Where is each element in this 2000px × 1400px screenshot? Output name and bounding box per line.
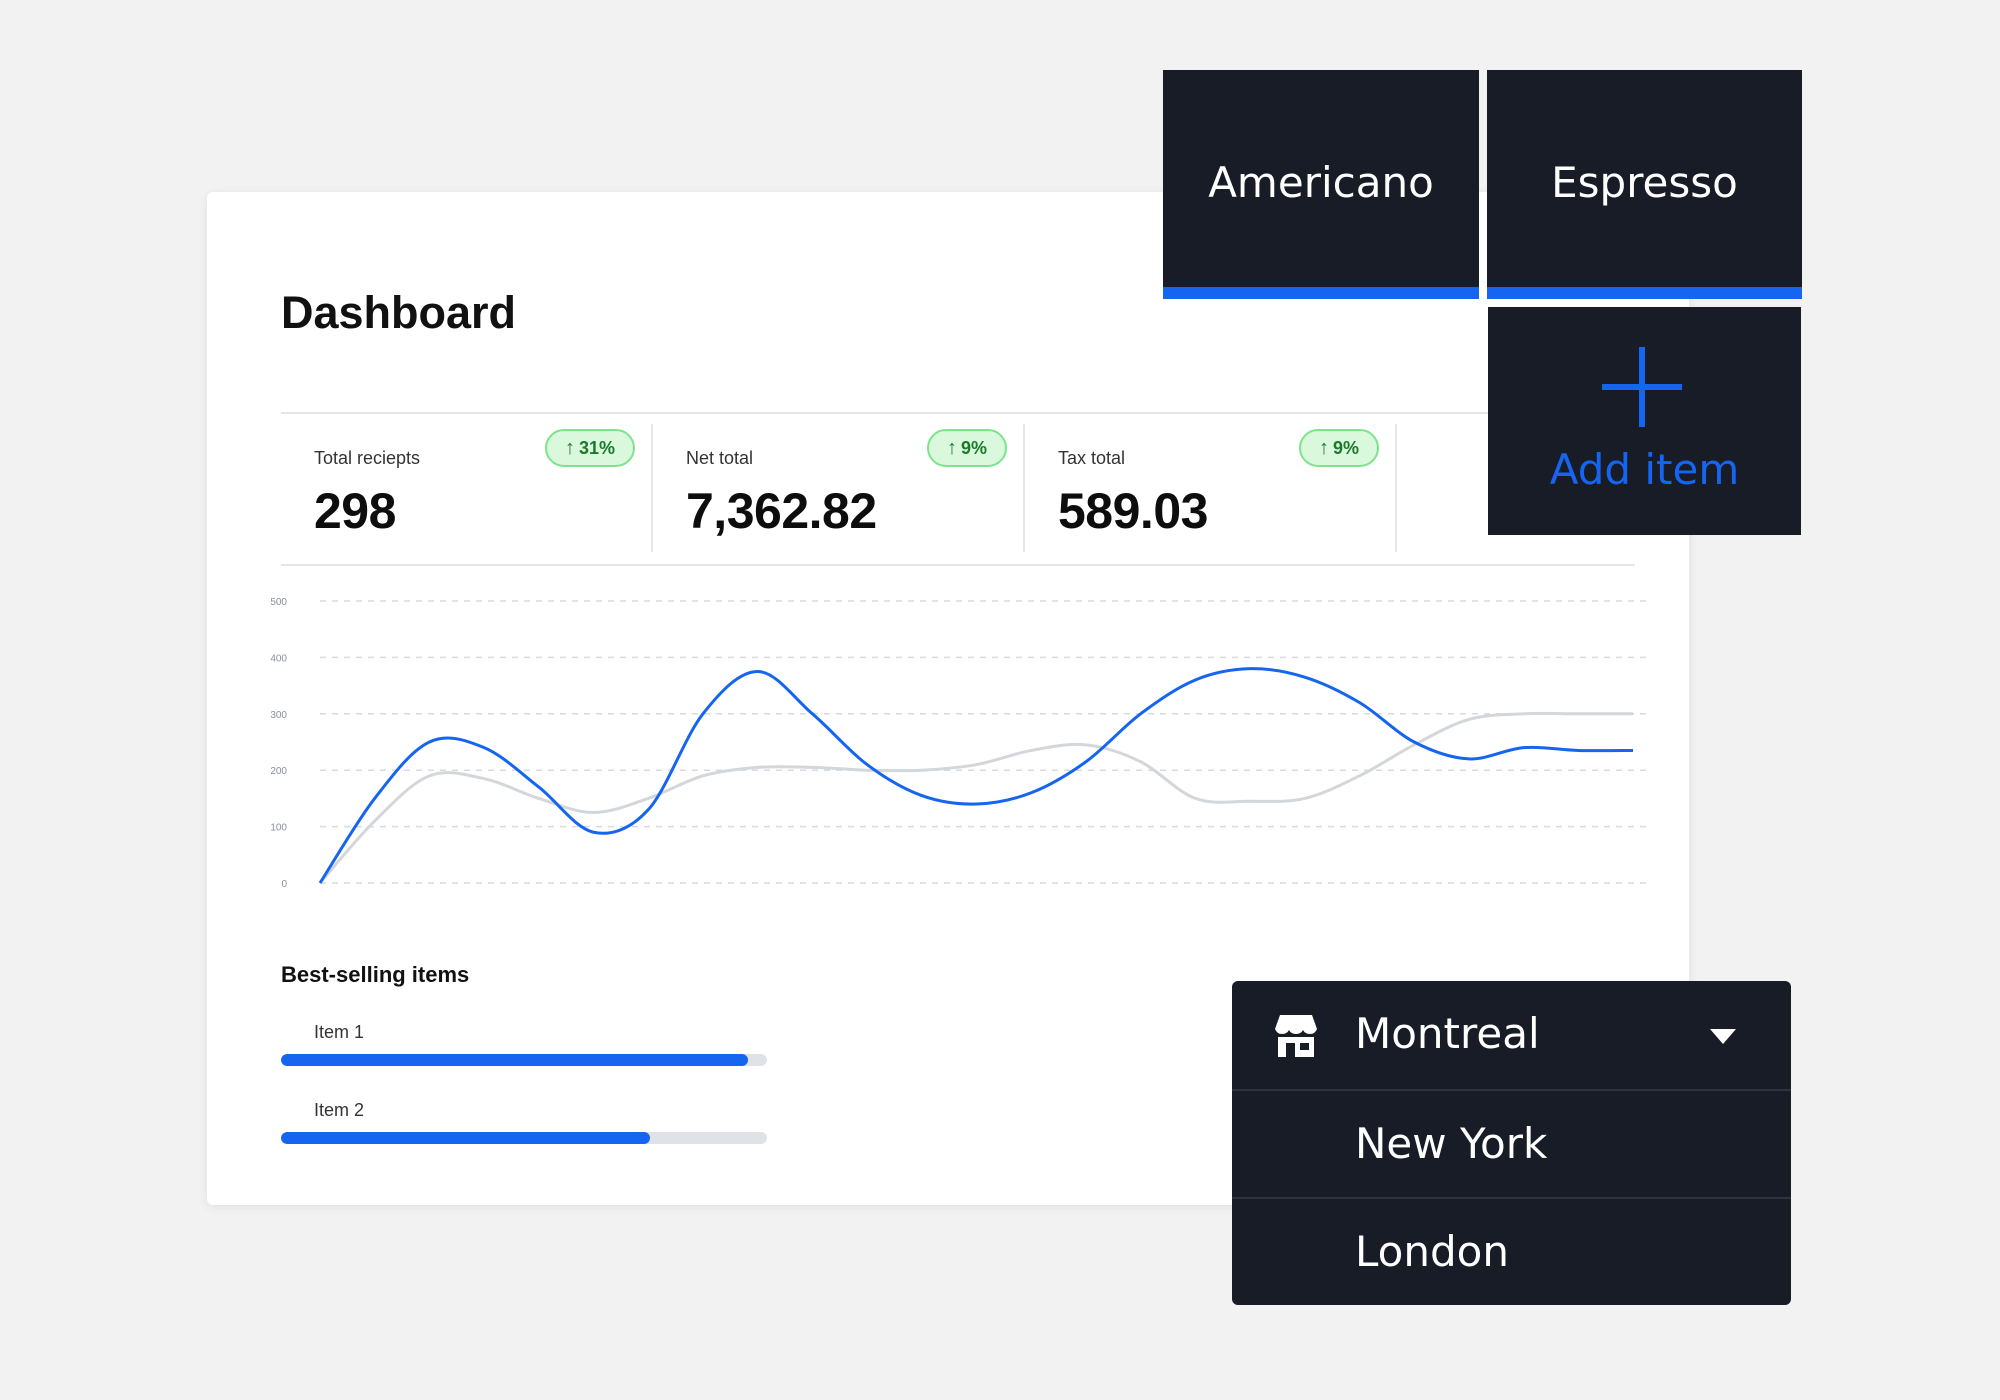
- progress-track: [281, 1132, 767, 1144]
- y-tick-label: 300: [270, 710, 287, 721]
- location-option-london[interactable]: London: [1232, 1197, 1791, 1305]
- plus-icon: [1602, 347, 1682, 427]
- best-selling-item: Item 2: [281, 1100, 767, 1160]
- series-line-comparison: [318, 711, 1633, 884]
- stat-value: 7,362.82: [686, 483, 877, 539]
- stat-value: 298: [314, 483, 396, 539]
- stat-value: 589.03: [1058, 483, 1208, 539]
- stat-label: Net total: [686, 448, 754, 468]
- arrow-up-icon: ↑: [946, 437, 957, 459]
- stat-label: Tax total: [1058, 448, 1126, 468]
- add-item-button[interactable]: Add item: [1488, 307, 1801, 535]
- dashboard-card: Dashboard Total reciepts ↑ 31% 298 Net t…: [207, 192, 1689, 1205]
- location-select[interactable]: Montreal: [1232, 981, 1791, 1089]
- tile-label: Americano: [1208, 158, 1434, 207]
- stat-tax-total: Tax total ↑ 9% 589.03: [1025, 424, 1397, 552]
- option-label: London: [1355, 1227, 1509, 1276]
- series-line-current: [318, 667, 1634, 884]
- caret-down-icon: [1710, 1029, 1736, 1044]
- tile-selected-indicator: [1163, 287, 1479, 299]
- progress-fill: [281, 1132, 651, 1144]
- change-value: 9%: [1332, 437, 1359, 458]
- stats-row: Total reciepts ↑ 31% 298 Net total ↑ 9% …: [281, 412, 1635, 566]
- stat-label: Total reciepts: [314, 448, 421, 468]
- progress-fill: [281, 1054, 748, 1066]
- y-tick-label: 200: [270, 766, 287, 777]
- location-option-new-york[interactable]: New York: [1232, 1089, 1791, 1197]
- change-value: 9%: [960, 437, 987, 458]
- sales-line-chart: 0 100 200 300 400 500: [270, 597, 1647, 890]
- location-dropdown: Montreal New York London: [1232, 981, 1791, 1305]
- y-tick-label: 100: [270, 823, 287, 834]
- best-selling-item: Item 1: [281, 1022, 767, 1082]
- y-tick-label: 400: [270, 653, 287, 664]
- page-title: Dashboard: [281, 287, 517, 338]
- change-badge: ↑ 9%: [926, 429, 1007, 467]
- tile-selected-indicator: [1487, 287, 1802, 299]
- store-icon: [1275, 1015, 1317, 1057]
- change-badge: ↑ 9%: [1298, 429, 1379, 467]
- change-value: 31%: [578, 437, 615, 458]
- stat-net-total: Net total ↑ 9% 7,362.82: [653, 424, 1025, 552]
- tile-label: Espresso: [1551, 158, 1738, 207]
- item-label: Item 2: [314, 1100, 365, 1120]
- progress-track: [281, 1054, 767, 1066]
- stat-total-receipts: Total reciepts ↑ 31% 298: [281, 424, 653, 552]
- selected-location: Montreal: [1355, 1009, 1540, 1058]
- add-item-label: Add item: [1549, 445, 1740, 494]
- y-tick-label: 0: [281, 879, 287, 890]
- item-label: Item 1: [314, 1022, 365, 1042]
- change-badge: ↑ 31%: [544, 429, 635, 467]
- best-selling-title: Best-selling items: [281, 962, 470, 987]
- product-tile-espresso[interactable]: Espresso: [1487, 70, 1802, 299]
- option-label: New York: [1355, 1119, 1548, 1168]
- arrow-up-icon: ↑: [564, 437, 575, 459]
- arrow-up-icon: ↑: [1318, 437, 1329, 459]
- product-tile-americano[interactable]: Americano: [1163, 70, 1479, 299]
- y-tick-label: 500: [270, 597, 287, 608]
